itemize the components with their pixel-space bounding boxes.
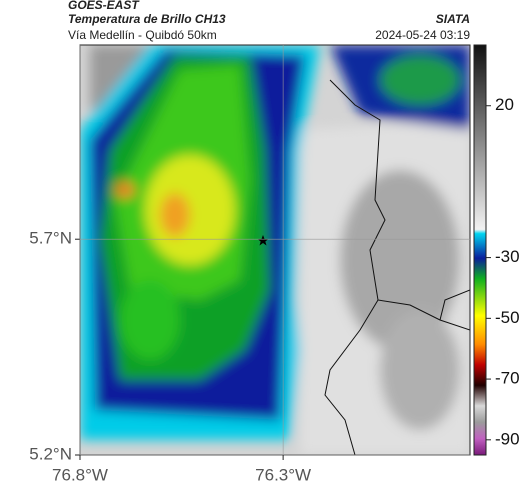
timestamp: 2024-05-24 03:19 — [375, 28, 470, 42]
x-tick-label: 76.3°W — [255, 465, 311, 484]
source: GOES-EAST — [68, 0, 140, 12]
colorbar-label: -90 — [495, 429, 520, 448]
satellite-image — [80, 45, 470, 455]
colorbar-label: -30 — [495, 247, 520, 266]
x-tick-label: 76.8°W — [52, 465, 108, 484]
y-tick-label: 5.2°N — [29, 444, 72, 463]
y-tick-label: 5.7°N — [29, 229, 72, 248]
colorbar — [473, 44, 487, 456]
credit: SIATA — [436, 12, 470, 26]
colorbar-label: -70 — [495, 369, 520, 388]
title: Temperatura de Brillo CH13 — [68, 12, 226, 26]
subtitle: Vía Medellín - Quibdó 50km — [68, 28, 217, 42]
colorbar-label: 20 — [495, 95, 514, 114]
location-marker — [257, 235, 269, 246]
colorbar-label: -50 — [495, 308, 520, 327]
